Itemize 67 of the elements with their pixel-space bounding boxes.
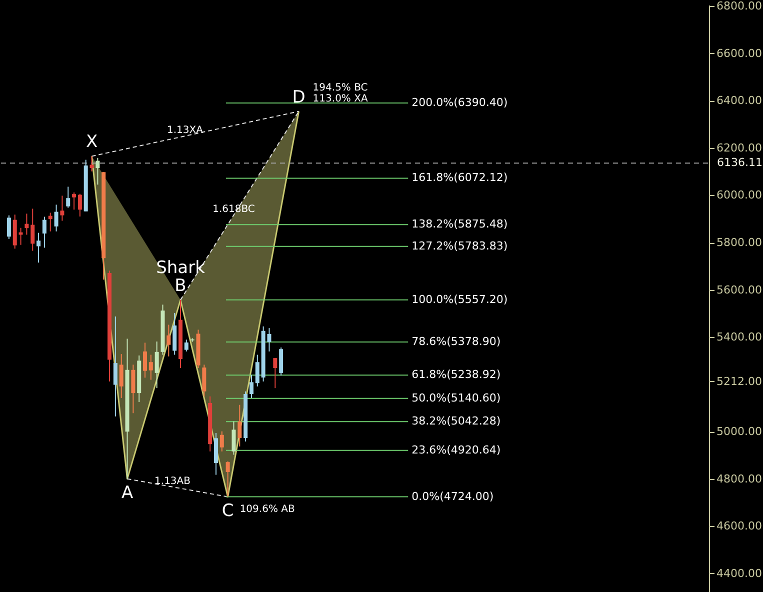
candlestick [202,364,206,397]
candlestick [166,324,171,357]
y-tick-label: 5800.00 [716,236,762,250]
annotation: 1.618BC [212,204,255,216]
ref-line-label: 78.6%(5378.90) [412,335,501,348]
candlestick [72,192,76,210]
data-label: C [222,500,234,521]
candlestick [184,339,188,352]
candlestick [279,346,284,376]
data-label: D [292,87,306,108]
candlestick [30,208,35,252]
ref-line-label: 50.0%(5140.60) [412,391,501,404]
y-tick-label: 4800.00 [716,472,762,486]
candlestick [6,214,11,240]
candlestick [90,156,94,172]
y-tick-label: 6600.00 [716,46,762,60]
data-label: B [174,276,186,296]
annotation: 113.0% XA [312,93,368,104]
candlestick [148,354,153,380]
candlestick [255,354,260,387]
candlestick [54,204,58,232]
candlestick [42,216,46,248]
y-tick-label: 6400.00 [716,94,762,108]
candlestick [143,342,148,378]
ref-line-label: 6136.11 [717,156,762,170]
candlestick [220,430,224,452]
candlestick [249,374,254,399]
ref-line-label: 138.2%(5875.48) [412,218,508,231]
ref-line-label: 23.6%(4920.64) [412,443,501,456]
annotation: Shark [156,258,206,278]
candlestick [36,232,41,264]
ref-line-label: 161.8%(6072.12) [412,171,508,184]
ref-line-label: 100.0%(5557.20) [412,292,508,306]
candlestick [238,404,242,447]
candlestick [78,193,82,218]
annotation: 109.6% AB [240,504,295,515]
candlestick [226,460,230,498]
candlestick [119,354,124,399]
y-tick-label: 6800.00 [716,0,762,13]
annotation: 1.13XA [166,125,204,136]
ref-line-label: 127.2%(5783.83) [412,239,508,252]
data-label: A [121,482,134,503]
ref-line-label: 0.0%(4724.00) [412,490,494,503]
candlestick [273,358,278,389]
y-tick-label: 5000.00 [716,425,762,438]
y-tick-label: 6200.00 [716,141,762,154]
candlestick [96,157,100,186]
y-tick-label: 4400.00 [716,566,762,580]
y-tick-label: 4600.00 [716,520,762,533]
ref-line-label: 38.2%(5042.28) [412,414,501,428]
candlestick [232,420,236,456]
annotation: 194.5% BC [312,82,368,94]
candlestick [154,341,159,389]
y-tick-label: 5212.00 [716,374,762,388]
ref-line-label: 61.8%(5238.92) [412,368,501,382]
annotation: 1.13AB [154,476,191,487]
y-tick-label: 5600.00 [716,283,762,296]
candlestick [24,213,29,236]
candlestick [60,195,64,222]
ref-line-label: 200.0%(6390.40) [412,96,508,109]
candlestick [113,316,118,417]
candlestick [131,364,136,414]
y-tick-label: 6000.00 [716,188,762,202]
data-label: X [86,132,98,152]
candlestick [66,186,70,208]
candlestick [48,212,52,232]
y-tick-label: 5400.00 [716,330,762,344]
